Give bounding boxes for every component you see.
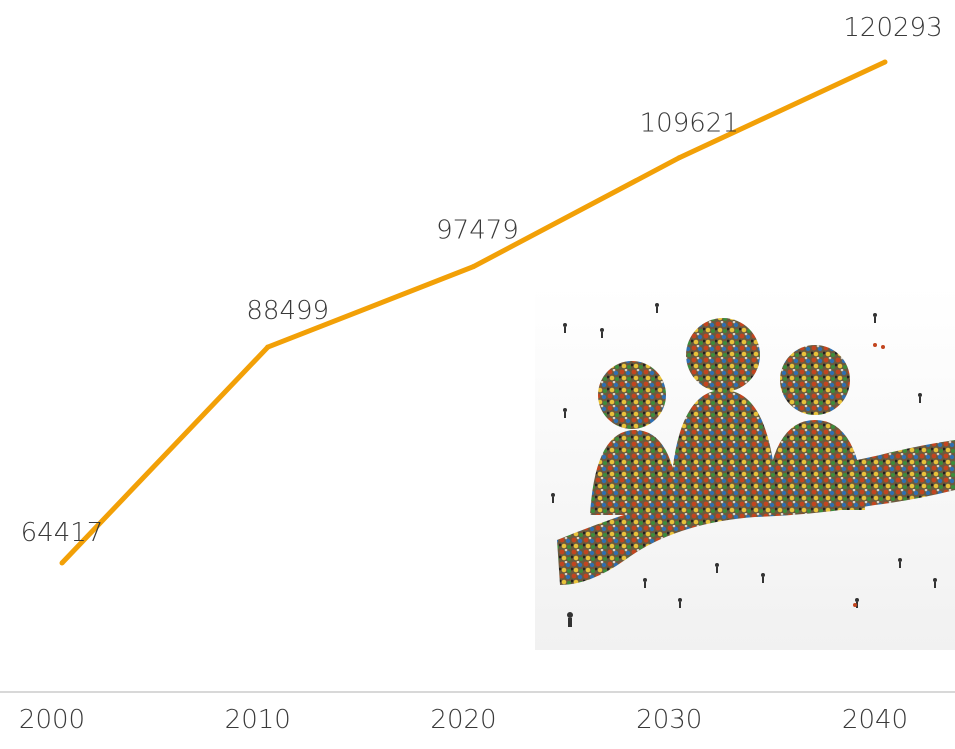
data-point-2030 [676,155,682,161]
data-label-2010: 88499 [246,296,329,326]
crowd-forming-people-icon [535,285,955,650]
data-label-2040: 120293 [843,13,942,43]
x-tick-label-2020: 2020 [430,705,496,735]
data-point-2010 [265,344,271,350]
x-tick-label-2000: 2000 [19,705,85,735]
data-point-2020 [471,264,476,270]
x-tick-label-2040: 2040 [842,705,908,735]
data-label-2030: 109621 [640,109,739,139]
x-tick-label-2030: 2030 [636,705,702,735]
x-tick-label-2010: 2010 [225,705,291,735]
data-label-2020: 97479 [436,216,519,246]
data-point-2040 [882,59,888,65]
data-point-2000 [59,560,65,566]
data-label-2000: 64417 [21,518,104,548]
